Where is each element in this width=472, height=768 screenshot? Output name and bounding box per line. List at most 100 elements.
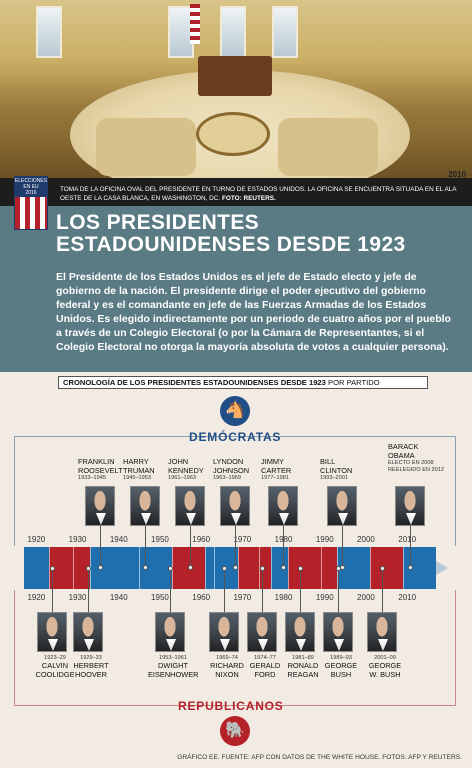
president-last-name: NIXON: [215, 669, 239, 679]
connector-line: [342, 526, 343, 566]
republican-term-segment: [238, 547, 259, 589]
democrat-president-label: BILL CLINTON 1993–2001: [320, 457, 372, 482]
president-first-name: RONALD: [287, 661, 319, 670]
presidential-seal: [196, 112, 270, 156]
republican-term-segment: [258, 547, 272, 589]
president-last-name: JOHNSON: [213, 465, 250, 475]
president-portrait: [327, 486, 357, 526]
democrat-president-label: HARRY TRUMAN 1945–1953: [123, 457, 175, 482]
president-first-name: BARACK: [388, 442, 419, 451]
president-portrait: [85, 486, 115, 526]
democrat-president-label: LYNDON JOHNSON 1963–1969: [213, 457, 265, 482]
president-last-name: OBAMA: [388, 450, 415, 460]
president-term: ELECTO EN 2008 REELEGIDO EN 2012: [388, 460, 444, 474]
title-line2: ESTADOUNIDENSES DESDE 1923: [56, 233, 406, 256]
president-first-name: JIMMY: [261, 457, 284, 466]
chronology-subtitle: POR PARTIDO: [328, 378, 380, 387]
term-boundary: [139, 547, 141, 589]
year-label: 1930: [68, 593, 87, 602]
president-term: 1977–1981: [261, 475, 289, 482]
elections-logo: ELECCIONES EN EU 2016: [14, 176, 48, 230]
resolute-desk: [198, 56, 272, 96]
president-first-name: CALVIN: [41, 661, 69, 670]
timeline-marker: [260, 566, 265, 571]
term-boundary: [213, 547, 215, 589]
democrat-president-label: JOHN KENNEDY 1961–1963: [168, 457, 220, 482]
president-term: 1974–77: [254, 655, 276, 661]
photo-credit: FOTO: REUTERS.: [221, 194, 276, 202]
president-term: 1963–1969: [213, 475, 241, 482]
year-label: 1920: [27, 535, 46, 544]
year-label: 1970: [233, 593, 252, 602]
president-last-name: TRUMAN: [123, 465, 155, 475]
president-first-name: HERBERT: [73, 661, 109, 670]
republican-term-segment: [73, 547, 90, 589]
connector-line: [224, 570, 225, 612]
president-last-name: W. BUSH: [369, 669, 401, 679]
sofa-left: [96, 118, 196, 176]
republican-president-label: 1981–89 RONALD REAGAN: [278, 655, 328, 679]
year-label: 1960: [192, 593, 211, 602]
president-term: 2001–09: [374, 655, 396, 661]
year-label: 1990: [315, 593, 334, 602]
president-last-name: CLINTON: [320, 465, 353, 475]
president-portrait: [285, 612, 315, 652]
logo-text: ELECCIONES EN EU 2016: [14, 176, 48, 196]
term-boundary: [258, 547, 260, 589]
caption-band: [0, 178, 472, 206]
timeline-marker: [408, 565, 413, 570]
timeline-marker: [188, 565, 193, 570]
president-term: 1945–1953: [123, 475, 151, 482]
year-label: 1990: [315, 535, 334, 544]
connector-line: [100, 526, 101, 566]
photo-caption-text: TOMA DE LA OFICINA OVAL DEL PRESIDENTE E…: [60, 186, 457, 202]
republican-president-label: 1974–77 GERALD FORD: [240, 655, 290, 679]
president-term: 1929–33: [80, 655, 102, 661]
republican-president-label: 1989–93 GEORGE BUSH: [316, 655, 366, 679]
president-portrait: [268, 486, 298, 526]
timeline-marker: [86, 566, 91, 571]
president-term: 1923–29: [44, 655, 66, 661]
term-boundary: [287, 547, 289, 589]
president-last-name: COOLIDGE: [35, 669, 75, 679]
democrat-president-label: JIMMY CARTER 1977–1981: [261, 457, 313, 482]
president-portrait: [155, 612, 185, 652]
president-term: 1933–1945: [78, 475, 106, 482]
president-first-name: FRANKLIN: [78, 457, 115, 466]
timeline-marker: [222, 566, 227, 571]
president-last-name: ROOSEVELT: [78, 465, 123, 475]
title-line1: LOS PRESIDENTES: [56, 211, 260, 234]
republican-president-label: 1929–33 HERBERT HOOVER: [66, 655, 116, 679]
chronology-heading: CRONOLOGÍA DE LOS PRESIDENTES ESTADOUNID…: [58, 376, 428, 389]
president-portrait: [395, 486, 425, 526]
president-first-name: LYNDON: [213, 457, 244, 466]
term-boundary: [238, 547, 240, 589]
republicans-label: REPUBLICANOS: [178, 699, 284, 713]
photo-year: 2010: [448, 170, 466, 179]
connector-line: [338, 570, 339, 612]
page-title: LOS PRESIDENTES ESTADOUNIDENSES DESDE 19…: [56, 212, 406, 256]
timeline-bar: [24, 547, 436, 589]
president-first-name: JOHN: [168, 457, 189, 466]
president-last-name: REAGAN: [287, 669, 319, 679]
president-last-name: KENNEDY: [168, 465, 204, 475]
president-portrait: [130, 486, 160, 526]
year-label: 2010: [398, 535, 417, 544]
year-label: 1920: [27, 593, 46, 602]
intro-paragraph: El Presidente de los Estados Unidos es e…: [56, 271, 451, 353]
connector-line: [262, 570, 263, 612]
chronology-title: CRONOLOGÍA DE LOS PRESIDENTES ESTADOUNID…: [63, 378, 326, 387]
president-term: 1993–2001: [320, 475, 348, 482]
logo-stripes: [14, 196, 48, 230]
term-boundary: [48, 547, 50, 589]
president-term: 1961–1963: [168, 475, 196, 482]
timeline-marker: [233, 565, 238, 570]
connector-line: [300, 570, 301, 612]
term-boundary: [271, 547, 273, 589]
year-label: 1930: [68, 535, 87, 544]
connector-line: [170, 570, 171, 612]
connector-line: [190, 526, 191, 566]
connector-line: [410, 526, 411, 566]
connector-line: [235, 526, 236, 566]
window: [36, 6, 62, 58]
